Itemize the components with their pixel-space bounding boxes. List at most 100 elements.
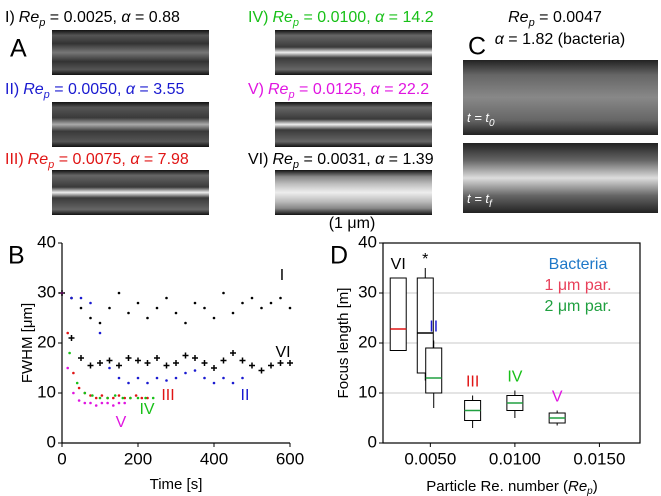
box-note: * — [422, 251, 428, 268]
point — [77, 399, 81, 402]
value: = 0.0125, — [295, 81, 371, 98]
point — [203, 376, 206, 380]
box-label: VI — [391, 256, 406, 273]
point — [222, 376, 225, 380]
value: = 0.0050, — [50, 81, 126, 98]
subscript: p — [287, 89, 294, 101]
point — [140, 396, 144, 400]
y-tick-label: 20 — [358, 332, 377, 351]
point — [79, 296, 83, 300]
symbol: α — [126, 81, 136, 98]
point — [68, 351, 71, 355]
point — [106, 401, 109, 405]
box — [425, 347, 443, 394]
value: = 0.0075, — [54, 151, 130, 168]
channel-image — [275, 30, 432, 75]
point — [201, 360, 208, 366]
symbol: α — [375, 9, 385, 26]
point — [192, 355, 198, 361]
point — [239, 357, 246, 364]
value: = 0.0031, — [299, 151, 375, 168]
subscript: p — [528, 17, 535, 29]
numeral: V) — [248, 81, 264, 98]
value: = 1.82 (bacteria) — [504, 31, 625, 48]
series-label: I — [280, 267, 284, 284]
subscript: f — [489, 199, 493, 210]
point — [72, 391, 75, 395]
point — [100, 394, 104, 397]
y-tick-label: 20 — [37, 332, 56, 351]
point — [68, 335, 75, 341]
point — [129, 396, 132, 400]
subscript: p — [43, 89, 50, 101]
point — [135, 357, 141, 364]
point — [116, 362, 122, 369]
point — [241, 376, 244, 380]
plot-frame — [382, 242, 641, 444]
symbol: Re — [19, 9, 40, 26]
box — [389, 277, 407, 351]
point — [106, 396, 109, 400]
point — [127, 381, 130, 385]
numeral: III) — [5, 151, 24, 168]
y-tick-label: 0 — [368, 432, 377, 451]
box-label: IV — [507, 369, 522, 386]
point — [231, 311, 235, 315]
point — [287, 360, 293, 366]
point — [87, 362, 94, 369]
channel-image — [275, 170, 432, 215]
x-tick-label: 600 — [276, 449, 304, 468]
point — [100, 401, 104, 405]
numeral: I) — [5, 9, 15, 26]
point — [241, 301, 244, 305]
symbol: α — [121, 9, 131, 26]
point — [117, 376, 121, 380]
point — [94, 396, 98, 400]
point — [136, 376, 140, 380]
point — [220, 357, 227, 364]
point — [98, 331, 102, 335]
numeral: VI) — [248, 151, 268, 168]
image-label: I) Rep = 0.0025, α = 0.88 — [5, 9, 180, 29]
point — [89, 401, 92, 405]
value: = 0.88 — [131, 9, 180, 26]
x-axis-label: Time [s] — [150, 476, 203, 493]
point — [222, 291, 225, 295]
point — [78, 355, 84, 361]
point — [193, 369, 197, 372]
point — [121, 396, 125, 400]
bacteria-image — [463, 143, 658, 213]
symbol: Re — [268, 81, 289, 98]
point — [79, 306, 83, 310]
y-tick-label: 10 — [37, 382, 56, 401]
point — [231, 381, 235, 385]
point — [91, 394, 94, 397]
box-label: V — [552, 389, 563, 406]
point — [174, 376, 178, 380]
point — [113, 394, 117, 397]
y-tick-label: 0 — [47, 432, 56, 451]
series-label: V — [116, 414, 127, 431]
point — [211, 365, 217, 371]
frame-time: t = t — [467, 110, 490, 125]
point — [89, 316, 92, 320]
symbol: Re — [272, 9, 293, 26]
point — [97, 360, 103, 366]
point — [269, 301, 273, 305]
x-axis-label-end: ) — [593, 478, 598, 495]
subscript: 0 — [489, 118, 495, 129]
point — [112, 404, 115, 407]
symbol: α — [375, 151, 385, 168]
series-label: VI — [275, 344, 290, 361]
value: = 14.2 — [384, 9, 433, 26]
point — [123, 396, 126, 400]
image-label: V) Rep = 0.0125, α = 22.2 — [248, 81, 429, 101]
y-tick-label: 30 — [37, 282, 56, 301]
point — [77, 386, 81, 390]
point — [250, 296, 254, 300]
symbol: Re — [508, 9, 529, 26]
x-tick-label: 0.0050 — [404, 449, 456, 468]
point — [108, 366, 111, 370]
